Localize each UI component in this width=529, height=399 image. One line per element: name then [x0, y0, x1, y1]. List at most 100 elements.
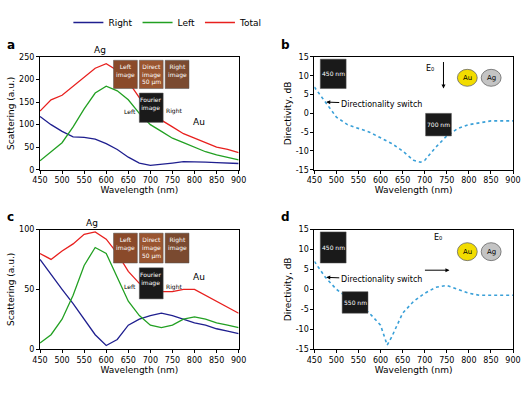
- svg-text:650: 650: [121, 356, 136, 365]
- svg-text:Right: Right: [166, 283, 182, 291]
- svg-text:800: 800: [187, 176, 202, 185]
- svg-text:Au: Au: [463, 248, 472, 256]
- svg-text:550: 550: [77, 356, 92, 365]
- svg-text:10: 10: [299, 245, 309, 254]
- svg-text:E₀: E₀: [434, 233, 442, 242]
- svg-text:a: a: [7, 38, 15, 52]
- svg-text:800: 800: [187, 356, 202, 365]
- svg-text:550: 550: [351, 356, 366, 365]
- svg-text:Right: Right: [166, 107, 182, 115]
- svg-text:Leftimage: Leftimage: [116, 236, 135, 252]
- svg-text:850: 850: [483, 356, 498, 365]
- svg-text:900: 900: [231, 356, 246, 365]
- svg-text:500: 500: [54, 356, 69, 365]
- svg-text:0: 0: [29, 166, 34, 175]
- svg-text:600: 600: [99, 176, 114, 185]
- svg-text:700: 700: [417, 356, 432, 365]
- svg-text:850: 850: [209, 176, 224, 185]
- svg-text:10: 10: [299, 72, 309, 81]
- svg-text:100: 100: [19, 120, 34, 129]
- svg-text:650: 650: [395, 356, 410, 365]
- svg-text:750: 750: [165, 176, 180, 185]
- svg-text:600: 600: [373, 356, 388, 365]
- svg-text:450: 450: [32, 176, 47, 185]
- svg-text:200: 200: [19, 75, 34, 84]
- svg-text:Directionality switch: Directionality switch: [341, 100, 422, 109]
- svg-text:550: 550: [351, 176, 366, 185]
- svg-text:-10: -10: [296, 147, 309, 156]
- svg-text:Wavelength (nm): Wavelength (nm): [375, 185, 453, 195]
- svg-text:Directivity, dB: Directivity, dB: [283, 81, 293, 145]
- svg-text:750: 750: [439, 176, 454, 185]
- svg-text:5: 5: [304, 265, 309, 274]
- svg-text:Rightimage: Rightimage: [168, 63, 187, 79]
- svg-text:Scattering (a.u.): Scattering (a.u.): [6, 77, 16, 150]
- svg-text:600: 600: [99, 356, 114, 365]
- svg-text:Left: Left: [124, 108, 136, 115]
- svg-text:900: 900: [231, 176, 246, 185]
- svg-text:50 µm: 50 µm: [142, 78, 161, 86]
- svg-text:800: 800: [461, 356, 476, 365]
- svg-text:Directimage: Directimage: [142, 63, 161, 79]
- svg-text:-5: -5: [301, 305, 309, 314]
- svg-text:Au: Au: [193, 272, 205, 282]
- svg-text:900: 900: [505, 176, 520, 185]
- svg-text:450: 450: [307, 356, 322, 365]
- svg-text:Ag: Ag: [86, 218, 98, 228]
- svg-text:Left: Left: [178, 18, 195, 28]
- svg-text:0: 0: [304, 285, 309, 294]
- svg-text:850: 850: [209, 356, 224, 365]
- svg-text:Total: Total: [239, 18, 261, 28]
- svg-text:150: 150: [19, 98, 34, 107]
- svg-text:Left: Left: [124, 283, 136, 290]
- svg-text:700: 700: [143, 176, 158, 185]
- svg-text:750: 750: [439, 356, 454, 365]
- svg-text:50: 50: [24, 285, 34, 294]
- svg-text:650: 650: [121, 176, 136, 185]
- svg-text:15: 15: [299, 225, 309, 234]
- svg-text:500: 500: [329, 356, 344, 365]
- svg-text:450: 450: [32, 356, 47, 365]
- svg-text:-15: -15: [296, 345, 309, 354]
- svg-text:550: 550: [77, 176, 92, 185]
- svg-text:d: d: [281, 210, 290, 224]
- svg-text:700: 700: [143, 356, 158, 365]
- svg-text:Wavelength (nm): Wavelength (nm): [375, 365, 453, 375]
- svg-text:900: 900: [505, 356, 520, 365]
- svg-text:450: 450: [307, 176, 322, 185]
- svg-text:b: b: [281, 38, 290, 52]
- svg-text:500: 500: [54, 176, 69, 185]
- svg-text:Au: Au: [193, 117, 205, 127]
- svg-text:500: 500: [329, 176, 344, 185]
- svg-text:Rightimage: Rightimage: [168, 236, 187, 252]
- svg-text:Fourierimage: Fourierimage: [140, 271, 162, 287]
- svg-text:Au: Au: [463, 74, 472, 82]
- svg-text:Wavelength (nm): Wavelength (nm): [100, 185, 178, 195]
- svg-text:450 nm: 450 nm: [322, 70, 345, 77]
- svg-text:750: 750: [165, 356, 180, 365]
- svg-text:850: 850: [483, 176, 498, 185]
- svg-text:Directivity, dB: Directivity, dB: [283, 257, 293, 321]
- svg-text:50 µm: 50 µm: [142, 252, 161, 260]
- svg-text:50: 50: [24, 143, 34, 152]
- svg-text:650: 650: [395, 176, 410, 185]
- svg-text:450 nm: 450 nm: [322, 244, 345, 251]
- svg-text:800: 800: [461, 176, 476, 185]
- svg-text:E₀: E₀: [426, 64, 434, 73]
- svg-text:Fourierimage: Fourierimage: [140, 96, 162, 112]
- svg-text:Scattering (a.u.): Scattering (a.u.): [6, 253, 16, 326]
- svg-text:600: 600: [373, 176, 388, 185]
- svg-text:Ag: Ag: [487, 248, 496, 256]
- svg-text:Ag: Ag: [487, 74, 496, 82]
- svg-text:700: 700: [417, 176, 432, 185]
- svg-text:0: 0: [29, 345, 34, 354]
- svg-text:Leftimage: Leftimage: [116, 63, 135, 79]
- svg-text:-10: -10: [296, 325, 309, 334]
- svg-text:-15: -15: [296, 166, 309, 175]
- svg-text:15: 15: [299, 53, 309, 62]
- svg-text:c: c: [7, 210, 14, 224]
- svg-text:Directimage: Directimage: [142, 236, 161, 252]
- svg-text:550 nm: 550 nm: [344, 299, 367, 306]
- svg-text:Ag: Ag: [94, 45, 106, 55]
- svg-text:5: 5: [304, 90, 309, 99]
